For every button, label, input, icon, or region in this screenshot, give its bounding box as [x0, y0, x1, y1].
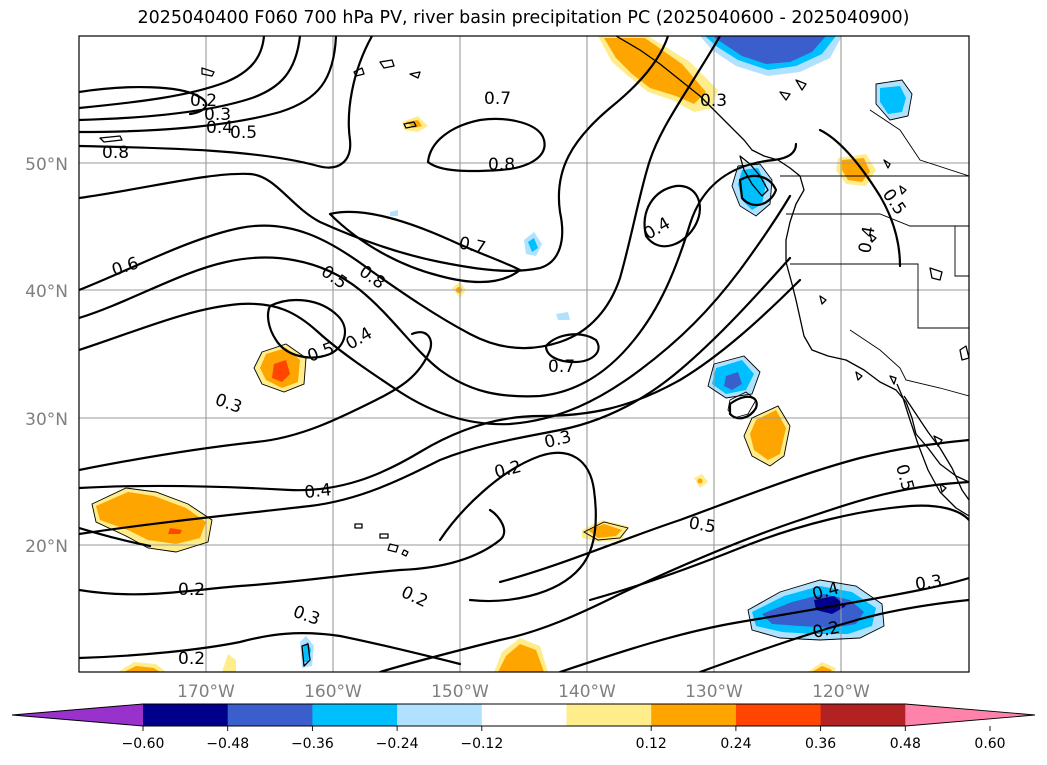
colorbar-bin: [820, 704, 906, 726]
colorbar-bin: [143, 704, 229, 726]
contour-label: 0.3: [204, 105, 231, 125]
contour-label: 0.4: [206, 118, 233, 138]
lon-label: 170°W: [177, 682, 235, 702]
colorbar-tick-label: 0.36: [805, 736, 836, 752]
colorbar-tick-label: 0.60: [974, 736, 1005, 752]
colorbar-tick-label: −0.36: [291, 736, 334, 752]
contour-label: 0.5: [230, 123, 257, 143]
contour-label: 0.2: [178, 580, 205, 600]
pv-contours: [79, 36, 969, 672]
contour-label: 0.8: [488, 155, 515, 175]
contour-label: 0.5: [687, 513, 717, 537]
colorbar-extend-min: [12, 704, 143, 726]
colorbar-tick-label: −0.60: [122, 736, 165, 752]
colorbar-bin: [651, 704, 737, 726]
contour-label: 0.2: [190, 91, 217, 111]
lon-label: 140°W: [558, 682, 616, 702]
map-title: 2025040400 F060 700 hPa PV, river basin …: [137, 8, 910, 28]
contour-label: 0.7: [548, 357, 575, 377]
longitude-labels: 170°W 160°W 150°W 140°W 130°W 120°W: [177, 682, 870, 702]
contour-label: 0.4: [303, 480, 332, 503]
contour-label: 0.8: [102, 143, 129, 163]
lon-label: 160°W: [304, 682, 362, 702]
lon-label: 150°W: [431, 682, 489, 702]
colorbar-tick-label: −0.12: [460, 736, 503, 752]
colorbar-bin: [566, 704, 652, 726]
contour-label: 0.7: [484, 89, 511, 109]
contour-label: 0.2: [178, 649, 205, 669]
lon-label: 120°W: [812, 682, 870, 702]
colorbar-bin: [481, 704, 567, 726]
lat-label: 40°N: [25, 282, 68, 302]
colorbar-tick-label: 0.24: [720, 736, 751, 752]
shading-outlines: [91, 79, 913, 641]
graticule: [79, 36, 969, 672]
precip-shading: [92, 36, 912, 672]
map-panel: 0.2 0.3 0.4 0.5 0.8 0.7 0.8 0.3 0.6 0.7 …: [79, 36, 969, 672]
contour-label: 0.3: [914, 571, 944, 595]
contour-label: 0.4: [855, 225, 879, 255]
colorbar-tick-label: −0.48: [206, 736, 249, 752]
colorbar-tick-label: 0.48: [890, 736, 921, 752]
map-frame: [78, 35, 970, 673]
colorbar-bin: [227, 704, 313, 726]
colorbar-bin: [735, 704, 822, 726]
lon-label: 130°W: [685, 682, 743, 702]
coastlines: [99, 36, 969, 667]
colorbar-extend-max: [905, 704, 1035, 726]
lat-label: 20°N: [25, 537, 68, 557]
colorbar-tick-label: −0.24: [376, 736, 419, 752]
colorbar-bin: [312, 704, 398, 726]
contour-label: 0.3: [700, 91, 727, 111]
latitude-labels: 50°N 40°N 30°N 20°N: [25, 155, 68, 557]
lat-label: 30°N: [25, 410, 68, 430]
lat-label: 50°N: [25, 155, 68, 175]
colorbar: −0.60 −0.48 −0.36 −0.24 −0.12 0.12 0.24 0.36 0.4…: [11, 703, 1036, 752]
colorbar-tick-label: 0.12: [636, 736, 667, 752]
colorbar-bin: [397, 704, 483, 726]
